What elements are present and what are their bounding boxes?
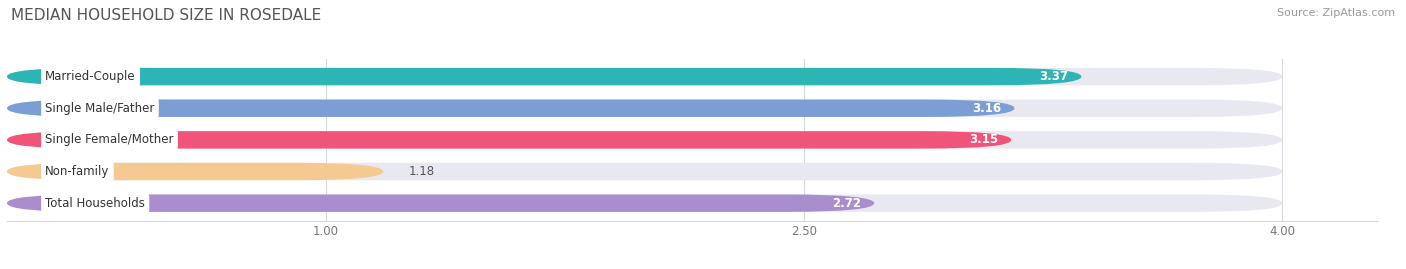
FancyBboxPatch shape [7,100,1282,117]
Text: 2.72: 2.72 [832,197,862,210]
Text: Total Households: Total Households [45,197,145,210]
Text: 3.37: 3.37 [1039,70,1069,83]
FancyBboxPatch shape [7,194,875,212]
Text: Married-Couple: Married-Couple [45,70,136,83]
Text: 3.16: 3.16 [973,102,1001,115]
FancyBboxPatch shape [7,131,1011,148]
FancyBboxPatch shape [7,68,1282,85]
Text: 1.18: 1.18 [409,165,434,178]
FancyBboxPatch shape [7,163,384,180]
Text: Single Male/Father: Single Male/Father [45,102,155,115]
FancyBboxPatch shape [7,100,1015,117]
FancyBboxPatch shape [7,194,1282,212]
FancyBboxPatch shape [7,131,1282,148]
FancyBboxPatch shape [7,163,1282,180]
FancyBboxPatch shape [7,68,1081,85]
Text: Source: ZipAtlas.com: Source: ZipAtlas.com [1277,8,1395,18]
Text: MEDIAN HOUSEHOLD SIZE IN ROSEDALE: MEDIAN HOUSEHOLD SIZE IN ROSEDALE [11,8,322,23]
Text: 3.15: 3.15 [969,133,998,146]
Text: Single Female/Mother: Single Female/Mother [45,133,174,146]
Text: Non-family: Non-family [45,165,110,178]
